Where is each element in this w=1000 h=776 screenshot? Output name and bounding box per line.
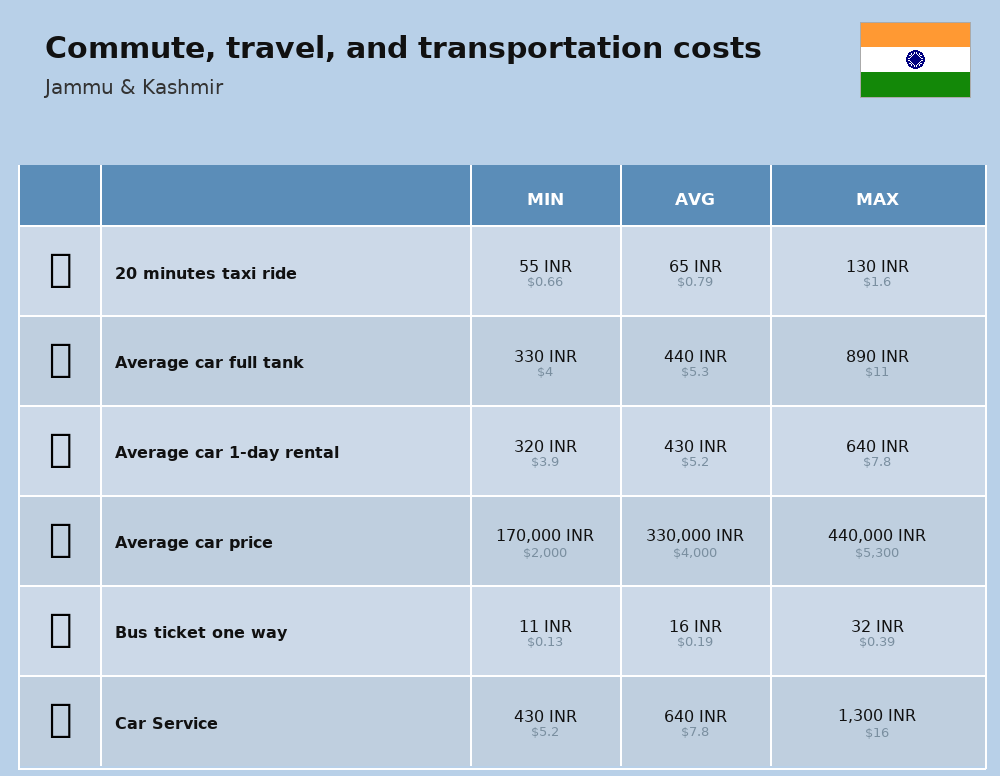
Text: 🚕: 🚕	[48, 251, 71, 289]
Text: 🚌: 🚌	[48, 611, 71, 650]
Text: ⛽: ⛽	[48, 341, 71, 379]
Text: 🚙: 🚙	[48, 431, 71, 469]
Text: 🚗: 🚗	[48, 521, 71, 559]
Text: 🔧: 🔧	[48, 702, 71, 740]
